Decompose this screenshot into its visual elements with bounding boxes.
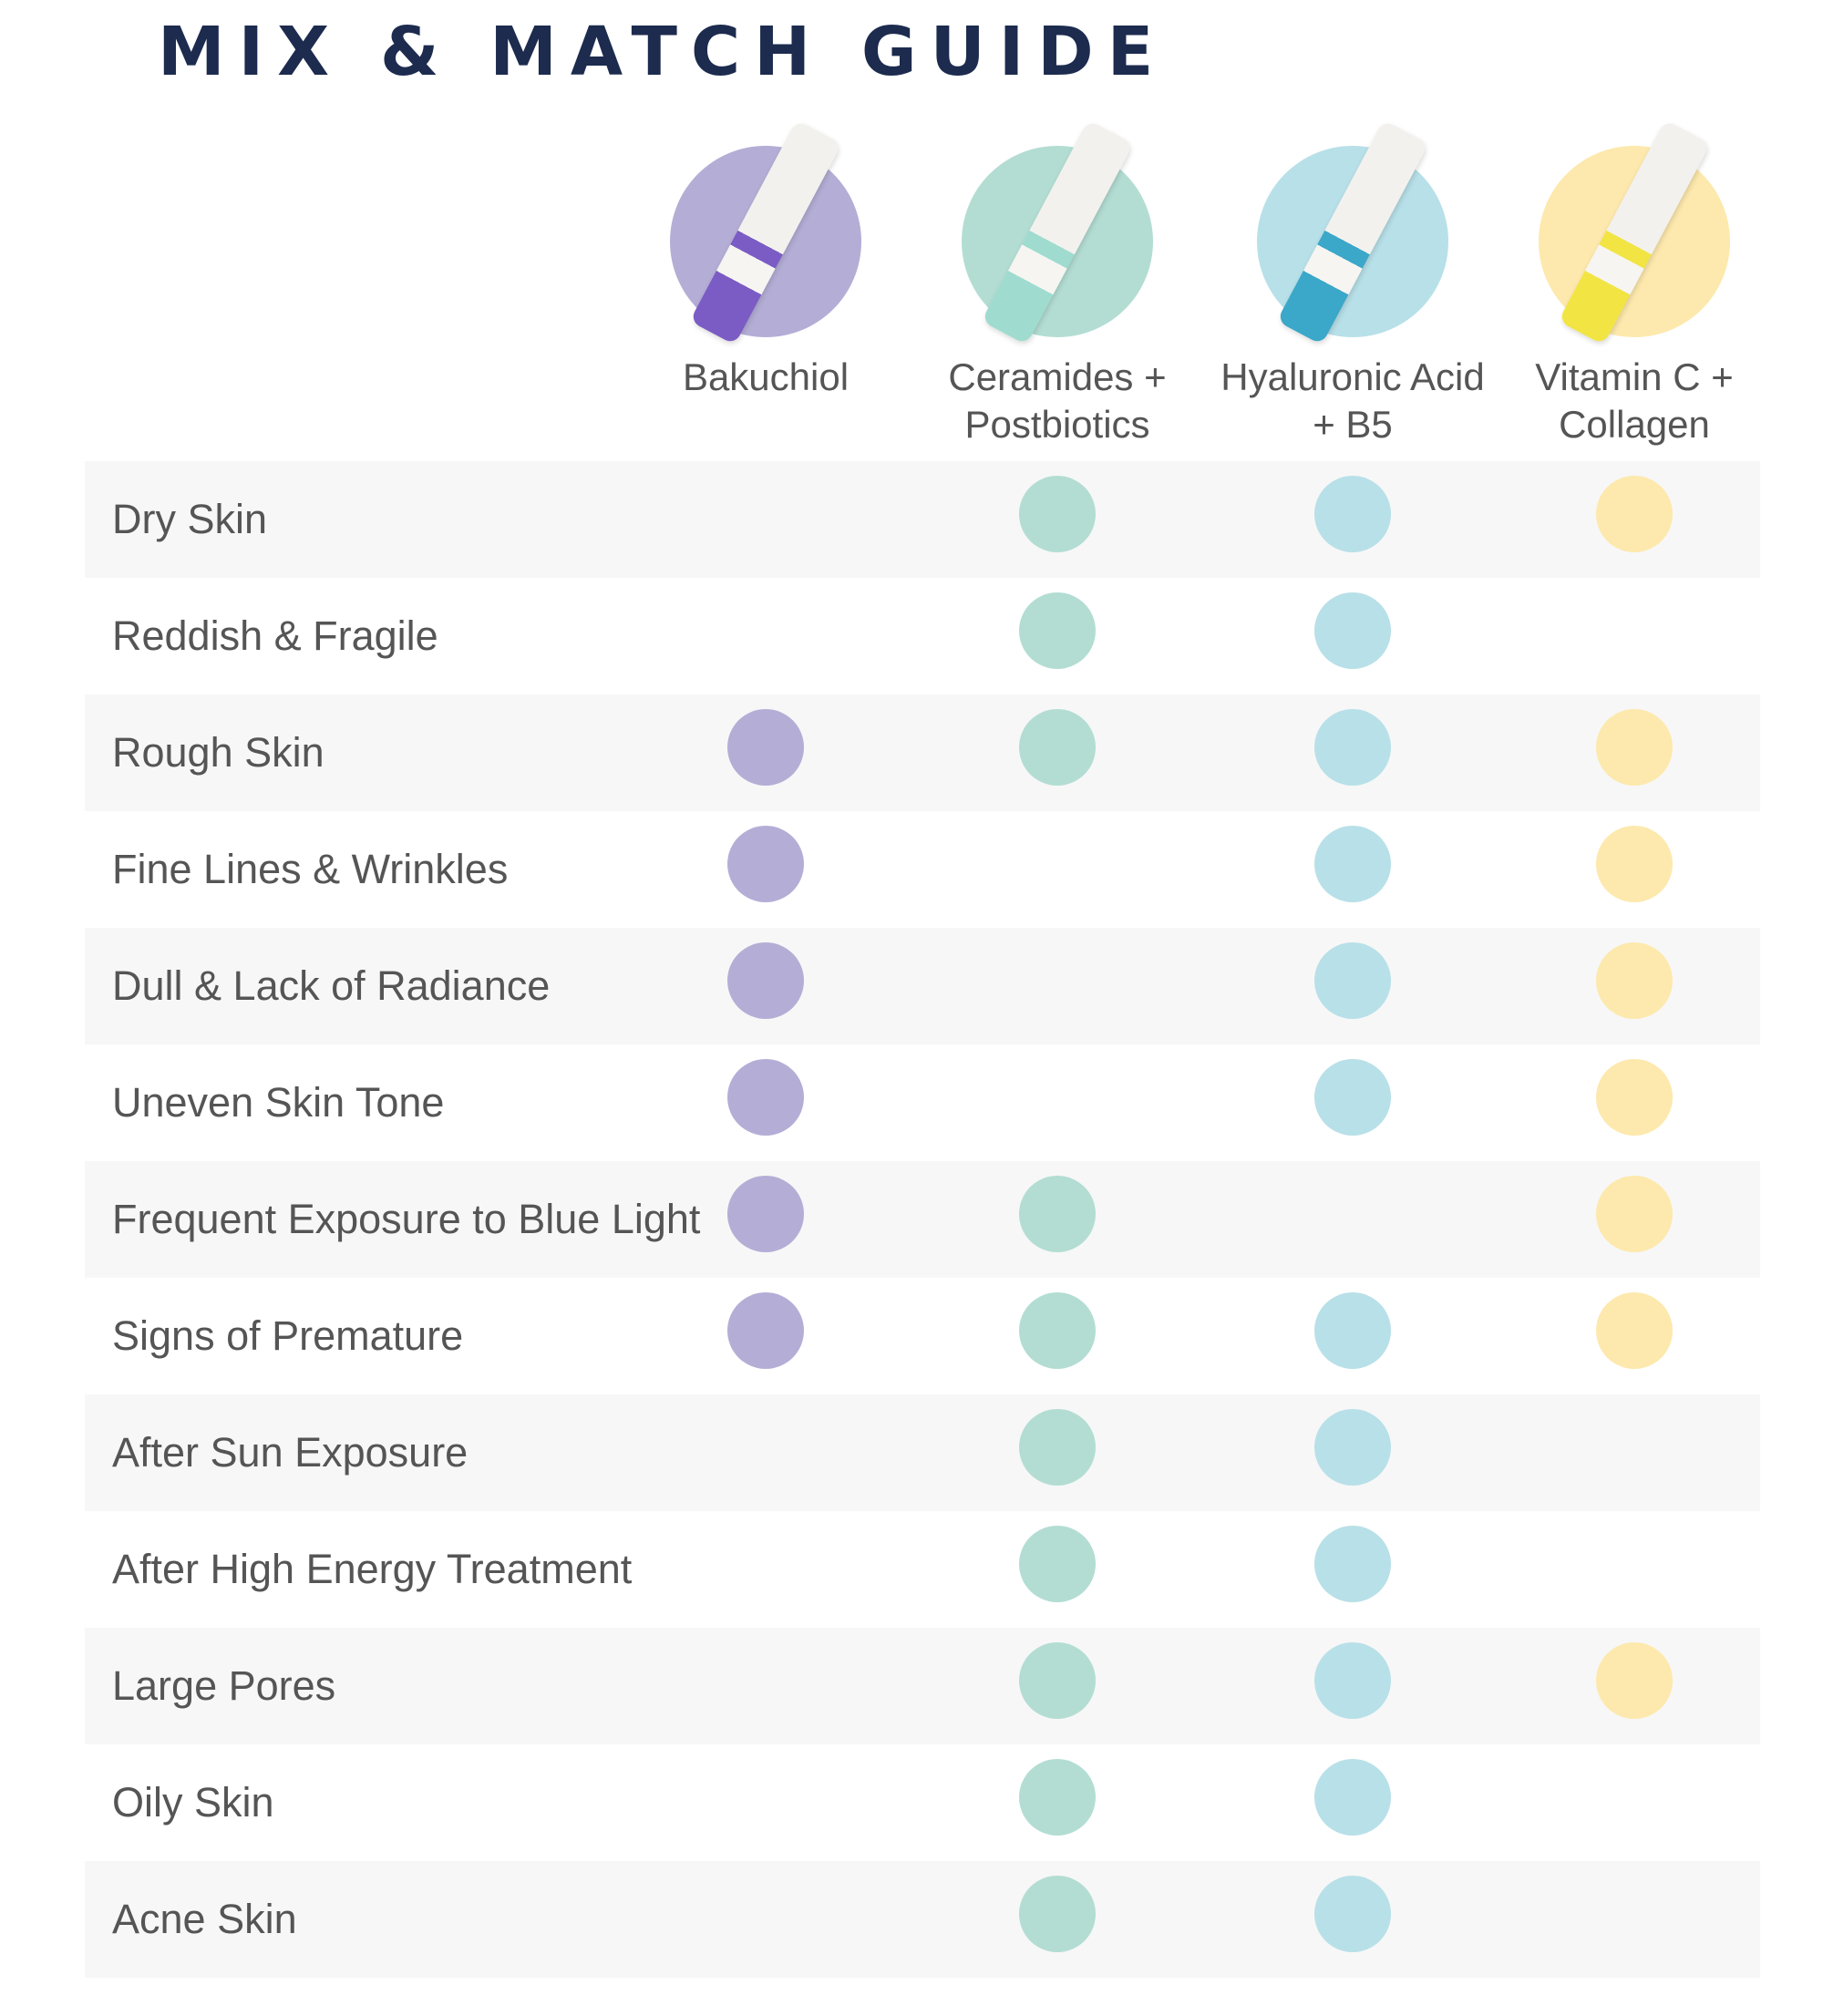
row-label: Uneven Skin Tone (112, 1079, 445, 1126)
product-name: Vitamin C + Collagen (1535, 355, 1734, 446)
row-label: After Sun Exposure (112, 1429, 469, 1476)
table-row: Dry Skin (85, 461, 1760, 578)
match-dot (1019, 1409, 1096, 1486)
match-dot (1019, 1759, 1096, 1836)
row-label: Oily Skin (112, 1779, 274, 1826)
table-row: Large Pores (85, 1628, 1760, 1744)
row-label: Frequent Exposure to Blue Light (112, 1196, 701, 1242)
match-dot (727, 1292, 804, 1369)
row-label: Fine Lines & Wrinkles (112, 846, 509, 892)
table-row: Reddish & Fragile (85, 578, 1760, 694)
match-dot (1314, 942, 1391, 1019)
match-dot (1019, 1876, 1096, 1952)
match-dot (1596, 1176, 1673, 1252)
match-dot (1596, 1059, 1673, 1136)
row-label: Large Pores (112, 1662, 336, 1709)
match-dot (1314, 1526, 1391, 1602)
match-dot (1019, 476, 1096, 552)
match-dot (1314, 1876, 1391, 1952)
row-label: Acne Skin (112, 1896, 297, 1942)
match-dot (1596, 476, 1673, 552)
row-label: Dry Skin (112, 496, 268, 542)
product-name: Ceramides + Postbiotics (948, 355, 1167, 446)
match-dot (1596, 826, 1673, 902)
match-dot (727, 942, 804, 1019)
table-row: Signs of Premature (85, 1278, 1760, 1394)
match-dot (1314, 709, 1391, 786)
row-label: Reddish & Fragile (112, 612, 438, 659)
title: MIX & MATCH GUIDE (158, 13, 1168, 91)
match-dot (727, 1059, 804, 1136)
table-row: After High Energy Treatment (85, 1511, 1760, 1628)
match-dot (1314, 476, 1391, 552)
product-name: Bakuchiol (682, 355, 850, 398)
match-dot (1019, 1642, 1096, 1719)
match-dot (1019, 1526, 1096, 1602)
match-dot (727, 1176, 804, 1252)
match-dot (1596, 942, 1673, 1019)
match-dot (1314, 1292, 1391, 1369)
row-label: After High Energy Treatment (112, 1546, 633, 1592)
match-dot (1596, 1292, 1673, 1369)
table-row: Oily Skin (85, 1744, 1760, 1861)
match-dot (1596, 1642, 1673, 1719)
match-dot (1019, 592, 1096, 669)
match-dot (1596, 709, 1673, 786)
match-dot (1314, 1409, 1391, 1486)
match-dot (727, 709, 804, 786)
match-dot (1314, 592, 1391, 669)
match-dot (1019, 709, 1096, 786)
product-name: Hyaluronic Acid + B5 (1220, 355, 1485, 446)
table-row: Fine Lines & Wrinkles (85, 811, 1760, 928)
table-row: After Sun Exposure (85, 1394, 1760, 1511)
table-row: Dull & Lack of Radiance (85, 928, 1760, 1044)
match-dot (1314, 826, 1391, 902)
table-row: Uneven Skin Tone (85, 1044, 1760, 1161)
match-dot (1019, 1292, 1096, 1369)
match-dot (1314, 1642, 1391, 1719)
match-dot (1314, 1059, 1391, 1136)
table-row: Rough Skin (85, 694, 1760, 811)
row-label: Rough Skin (112, 729, 324, 776)
row-label: Dull & Lack of Radiance (112, 962, 551, 1009)
match-dot (1314, 1759, 1391, 1836)
match-dot (1019, 1176, 1096, 1252)
table-row: Acne Skin (85, 1861, 1760, 1978)
row-label: Signs of Premature (112, 1312, 464, 1359)
match-dot (727, 826, 804, 902)
table-row: Frequent Exposure to Blue Light (85, 1161, 1760, 1278)
